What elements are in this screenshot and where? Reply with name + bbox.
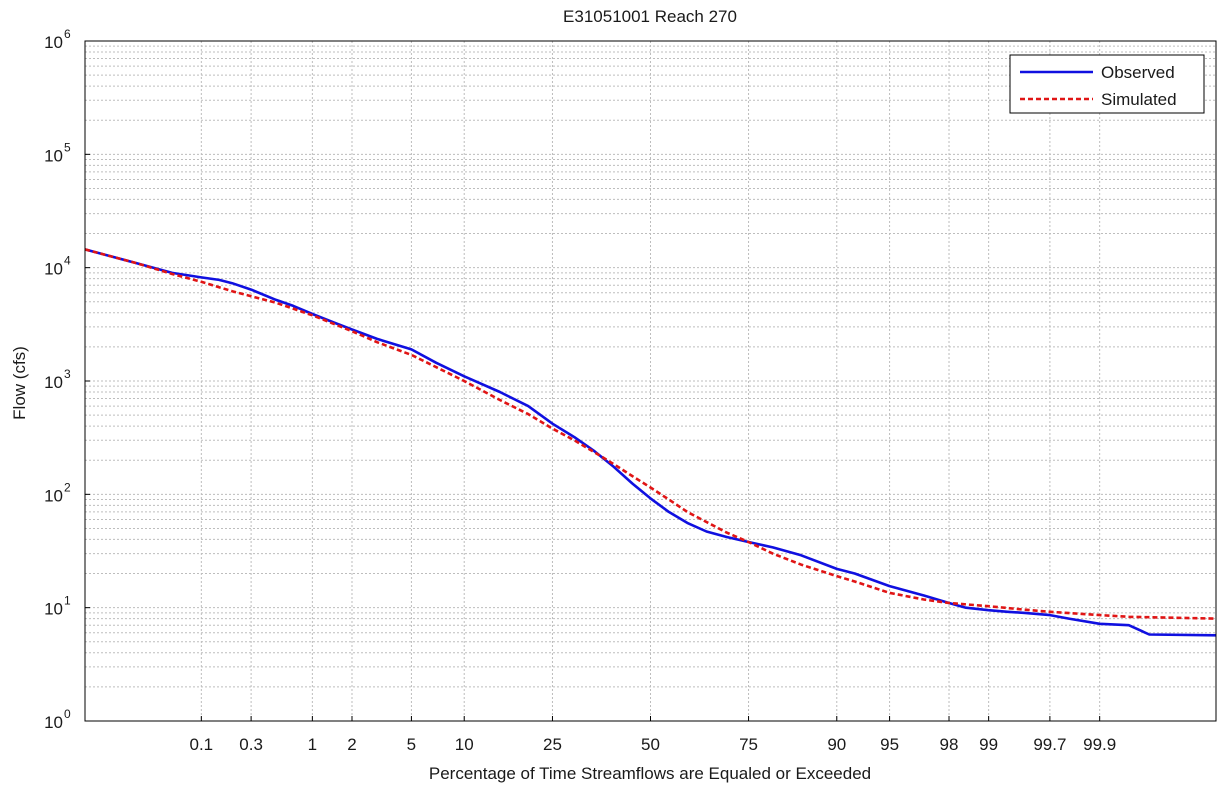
legend: Observed Simulated bbox=[1009, 54, 1205, 114]
x-tick-label: 25 bbox=[543, 735, 562, 754]
x-tick-label: 95 bbox=[880, 735, 899, 754]
y-tick-label: 10 bbox=[44, 146, 63, 165]
y-tick-label: 10 bbox=[44, 33, 63, 52]
x-tick-label: 0.3 bbox=[239, 735, 263, 754]
chart-title: E31051001 Reach 270 bbox=[563, 7, 737, 26]
y-tick-exponent: 0 bbox=[64, 707, 71, 721]
y-tick-label: 10 bbox=[44, 600, 63, 619]
x-tick-label: 10 bbox=[455, 735, 474, 754]
x-tick-label: 90 bbox=[827, 735, 846, 754]
y-tick-exponent: 6 bbox=[64, 27, 71, 41]
y-tick-exponent: 3 bbox=[64, 367, 71, 381]
series-line-simulated bbox=[84, 248, 1217, 620]
y-tick-label: 10 bbox=[44, 260, 63, 279]
x-tick-label: 1 bbox=[308, 735, 317, 754]
y-tick-exponent: 1 bbox=[64, 594, 71, 608]
x-tick-label: 2 bbox=[347, 735, 356, 754]
y-tick-label: 10 bbox=[44, 713, 63, 732]
x-tick-label: 99.7 bbox=[1033, 735, 1066, 754]
y-tick-exponent: 4 bbox=[64, 254, 71, 268]
x-tick-label: 75 bbox=[739, 735, 758, 754]
x-tick-label: 5 bbox=[407, 735, 416, 754]
grid-lines bbox=[85, 41, 1216, 721]
x-tick-label: 99 bbox=[979, 735, 998, 754]
y-tick-exponent: 2 bbox=[64, 480, 71, 494]
legend-label-simulated: Simulated bbox=[1101, 90, 1177, 109]
series-line-observed bbox=[84, 248, 1217, 637]
legend-label-observed: Observed bbox=[1101, 63, 1175, 82]
x-tick-label: 99.9 bbox=[1083, 735, 1116, 754]
x-tick-labels: 0.1 0.3 1 2 5 10 25 50 75 90 95 98 99 99.7 99.9 bbox=[190, 716, 1116, 754]
y-axis-label: Flow (cfs) bbox=[10, 346, 29, 420]
y-tick-label: 10 bbox=[44, 373, 63, 392]
y-tick-exponent: 5 bbox=[64, 140, 71, 154]
x-tick-label: 98 bbox=[940, 735, 959, 754]
legend-box bbox=[1009, 54, 1205, 114]
y-tick-label: 10 bbox=[44, 486, 63, 505]
x-axis-label: Percentage of Time Streamflows are Equal… bbox=[429, 764, 871, 783]
series-lines bbox=[84, 248, 1217, 637]
x-tick-label: 0.1 bbox=[190, 735, 214, 754]
x-tick-label: 50 bbox=[641, 735, 660, 754]
